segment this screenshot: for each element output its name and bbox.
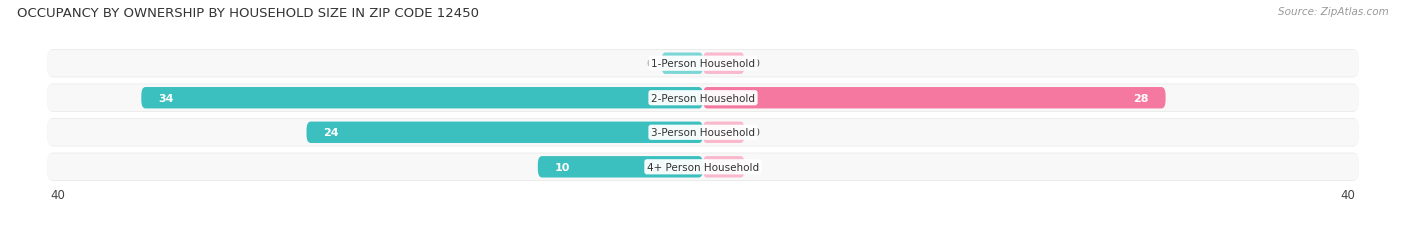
FancyBboxPatch shape — [48, 50, 1358, 78]
FancyBboxPatch shape — [703, 53, 744, 75]
Text: 4+ Person Household: 4+ Person Household — [647, 162, 759, 172]
FancyBboxPatch shape — [141, 88, 703, 109]
FancyBboxPatch shape — [703, 122, 744, 143]
Text: 24: 24 — [323, 128, 339, 138]
FancyBboxPatch shape — [48, 84, 1358, 112]
Text: 34: 34 — [157, 93, 173, 103]
Text: 0: 0 — [752, 128, 759, 138]
Text: 2-Person Household: 2-Person Household — [651, 93, 755, 103]
Text: 0: 0 — [752, 162, 759, 172]
Text: 40: 40 — [51, 188, 65, 201]
Text: 0: 0 — [752, 59, 759, 69]
Text: OCCUPANCY BY OWNERSHIP BY HOUSEHOLD SIZE IN ZIP CODE 12450: OCCUPANCY BY OWNERSHIP BY HOUSEHOLD SIZE… — [17, 7, 479, 20]
FancyBboxPatch shape — [48, 154, 1358, 180]
FancyBboxPatch shape — [703, 88, 1166, 109]
FancyBboxPatch shape — [48, 119, 1358, 147]
Text: 10: 10 — [554, 162, 569, 172]
FancyBboxPatch shape — [48, 153, 1358, 181]
FancyBboxPatch shape — [537, 156, 703, 178]
Text: Source: ZipAtlas.com: Source: ZipAtlas.com — [1278, 7, 1389, 17]
FancyBboxPatch shape — [48, 51, 1358, 77]
FancyBboxPatch shape — [48, 85, 1358, 112]
Text: 0: 0 — [647, 59, 654, 69]
Text: 1-Person Household: 1-Person Household — [651, 59, 755, 69]
FancyBboxPatch shape — [48, 119, 1358, 146]
FancyBboxPatch shape — [662, 53, 703, 75]
Text: 40: 40 — [1341, 188, 1355, 201]
Text: 3-Person Household: 3-Person Household — [651, 128, 755, 138]
FancyBboxPatch shape — [307, 122, 703, 143]
Text: 28: 28 — [1133, 93, 1149, 103]
FancyBboxPatch shape — [703, 156, 744, 178]
